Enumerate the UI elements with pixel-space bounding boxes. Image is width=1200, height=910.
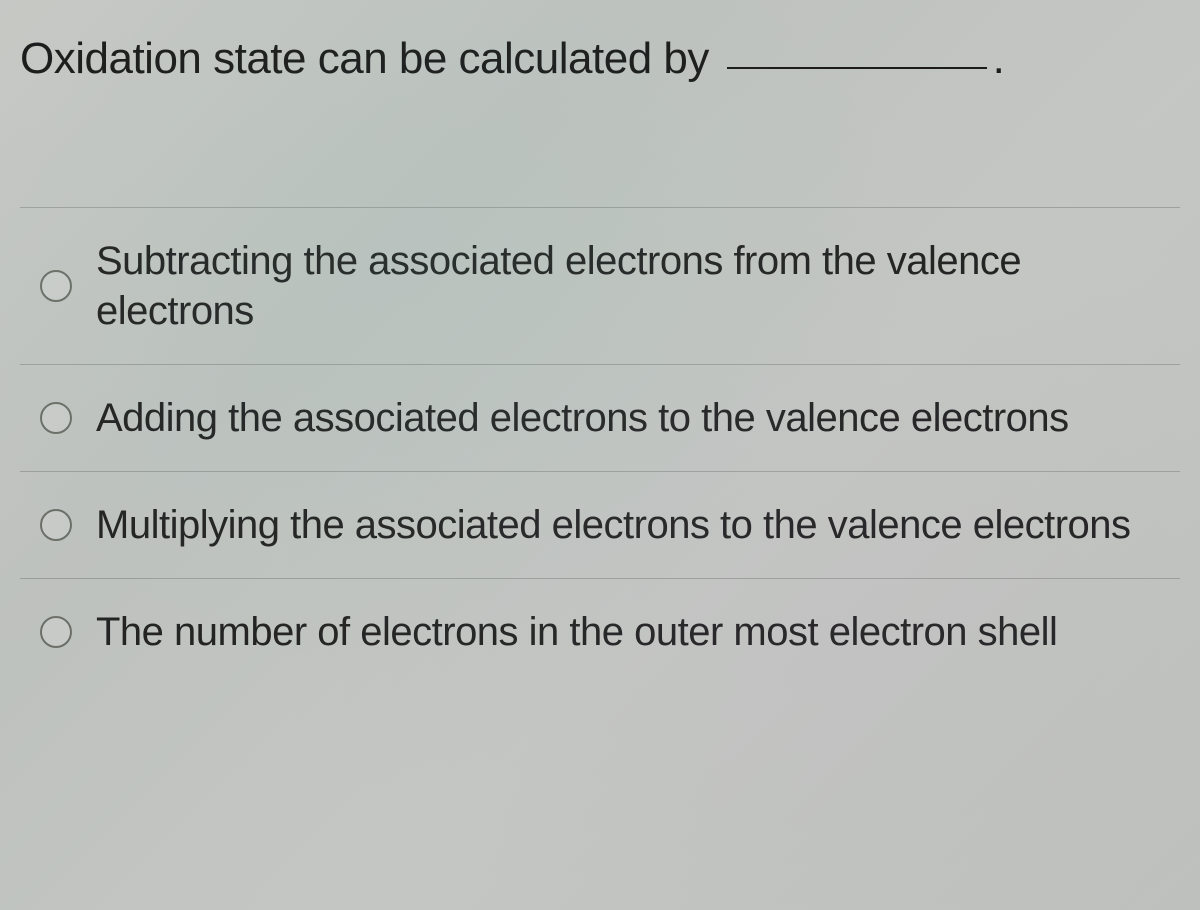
- question-stem-before: Oxidation state can be calculated by: [20, 34, 721, 83]
- answer-option-4[interactable]: The number of electrons in the outer mos…: [20, 578, 1180, 685]
- answer-option-1[interactable]: Subtracting the associated electrons fro…: [20, 207, 1180, 364]
- fill-in-blank: [727, 67, 987, 69]
- radio-icon: [40, 616, 72, 648]
- answer-option-3[interactable]: Multiplying the associated electrons to …: [20, 471, 1180, 578]
- question-stem-after: .: [993, 34, 1005, 83]
- quiz-question: Oxidation state can be calculated by . S…: [20, 30, 1180, 685]
- answer-label: The number of electrons in the outer mos…: [96, 607, 1057, 657]
- answer-label: Subtracting the associated electrons fro…: [96, 236, 1170, 336]
- question-stem: Oxidation state can be calculated by .: [20, 30, 1180, 87]
- answer-label: Adding the associated electrons to the v…: [96, 393, 1069, 443]
- radio-icon: [40, 509, 72, 541]
- answer-label: Multiplying the associated electrons to …: [96, 500, 1131, 550]
- radio-icon: [40, 270, 72, 302]
- answer-option-2[interactable]: Adding the associated electrons to the v…: [20, 364, 1180, 471]
- radio-icon: [40, 402, 72, 434]
